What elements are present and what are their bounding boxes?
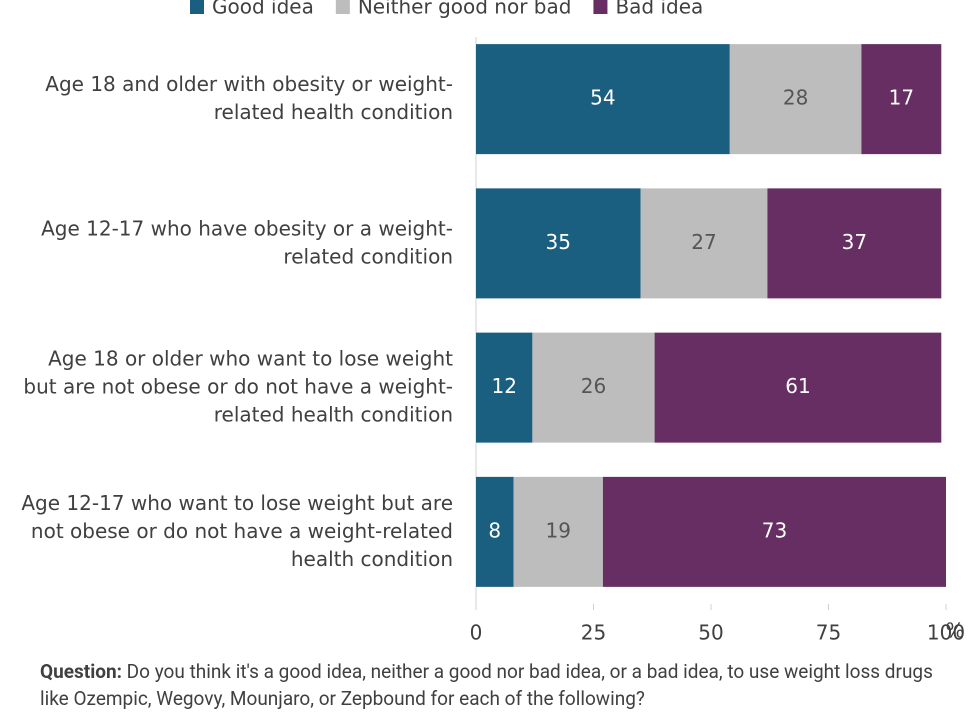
bar-segment xyxy=(602,476,946,587)
footnote: Question: Do you think it's a good idea,… xyxy=(40,658,940,712)
category-line: Age 18 and older with obesity or weight- xyxy=(45,72,453,96)
bar-segment xyxy=(476,476,514,587)
bar-segment xyxy=(729,44,862,155)
category-label: Age 18 and older with obesity or weight-… xyxy=(45,72,453,124)
value-label: 17 xyxy=(889,86,914,110)
category-line: health condition xyxy=(291,546,453,570)
category-line: Age 12-17 who want to lose weight but ar… xyxy=(21,490,453,514)
legend-swatch xyxy=(190,0,204,14)
bar-segment xyxy=(861,44,942,155)
bar-segment xyxy=(476,44,730,155)
value-label: 61 xyxy=(785,374,810,398)
x-tick-label: 0 xyxy=(470,621,483,645)
bar-segment xyxy=(640,188,768,299)
bar-segment xyxy=(476,188,641,299)
value-label: 12 xyxy=(491,374,516,398)
value-label: 54 xyxy=(590,86,615,110)
legend-label: Neither good nor bad xyxy=(358,0,572,19)
value-label: 28 xyxy=(783,86,808,110)
value-label: 27 xyxy=(691,230,716,254)
value-label: 37 xyxy=(842,230,867,254)
category-line: not obese or do not have a weight-relate… xyxy=(31,518,453,542)
bar-segment xyxy=(532,332,655,443)
value-label: 26 xyxy=(581,374,606,398)
value-label: 73 xyxy=(762,518,787,542)
value-label: 8 xyxy=(488,518,501,542)
note-label: Question: xyxy=(40,660,122,683)
category-line: related health condition xyxy=(214,402,453,426)
value-label: 35 xyxy=(546,230,571,254)
x-unit: % xyxy=(945,619,964,643)
value-label: 19 xyxy=(546,518,571,542)
x-tick-label: 25 xyxy=(581,621,606,645)
legend-label: Good idea xyxy=(212,0,314,19)
legend-swatch xyxy=(335,0,350,14)
note-text: Do you think it's a good idea, neither a… xyxy=(40,660,933,710)
category-line: Age 12-17 who have obesity or a weight- xyxy=(41,216,453,240)
category-line: related health condition xyxy=(214,100,453,124)
category-label: Age 12-17 who have obesity or a weight-r… xyxy=(41,216,453,268)
category-label: Age 18 or older who want to lose weight b… xyxy=(23,346,453,426)
bar-segment xyxy=(513,476,603,587)
category-label: Age 12-17 who want to lose weight but ar… xyxy=(21,490,453,570)
legend-label: Bad idea xyxy=(615,0,703,19)
bar-segment xyxy=(654,332,942,443)
x-tick-label: 50 xyxy=(698,621,723,645)
x-tick-label: 100 xyxy=(927,621,965,645)
legend-swatch xyxy=(593,0,608,14)
bar-segment xyxy=(476,332,533,443)
category-line: Age 18 or older who want to lose weight xyxy=(48,346,453,370)
category-line: but are not obese or do not have a weigh… xyxy=(23,374,453,398)
category-line: related condition xyxy=(283,244,453,268)
bar-segment xyxy=(767,188,942,299)
x-tick-label: 75 xyxy=(816,621,841,645)
chart: Good idea Neither good nor bad Bad idea 0 25… xyxy=(21,0,965,645)
